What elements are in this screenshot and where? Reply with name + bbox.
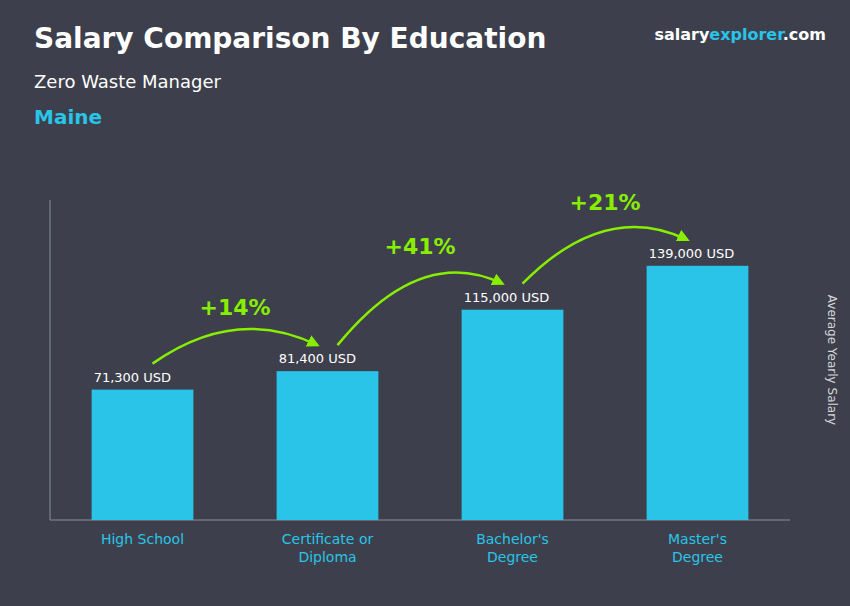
bar — [647, 266, 749, 520]
bar — [462, 310, 564, 520]
x-tick-label-line: Certificate or — [282, 531, 374, 547]
chart: Salary Comparison By Education Zero Waste… — [0, 0, 850, 606]
value-label: 71,300 USD — [94, 370, 171, 385]
value-label: 139,000 USD — [649, 246, 735, 261]
x-tick-label: High School — [101, 531, 184, 547]
x-tick-label: Master's Degree — [668, 531, 727, 565]
value-label: 81,400 USD — [279, 351, 356, 366]
bars — [92, 266, 749, 520]
bar — [277, 371, 379, 520]
x-tick-label-line: Bachelor's — [476, 531, 549, 547]
x-tick-label-line: Degree — [672, 549, 723, 565]
x-tick-label-line: Diploma — [298, 549, 356, 565]
source-part: explorer — [709, 25, 785, 44]
change-arrow — [523, 227, 688, 284]
source-part: .com — [783, 25, 826, 44]
x-tick-label-line: High School — [101, 531, 184, 547]
bar — [92, 390, 194, 520]
change-label: +41% — [384, 234, 455, 259]
title: Salary Comparison By Education — [34, 22, 546, 55]
y-axis-line — [50, 200, 51, 520]
subtitle: Zero Waste Manager — [34, 71, 222, 92]
location: Maine — [34, 105, 102, 129]
y-axis-label: Average Yearly Salary — [825, 295, 839, 425]
change-arrow — [153, 329, 318, 364]
value-label: 115,000 USD — [464, 290, 550, 305]
change-label: +21% — [569, 190, 640, 215]
background — [0, 0, 850, 606]
x-tick-label-line: Degree — [487, 549, 538, 565]
change-arrow — [338, 272, 503, 345]
change-label: +14% — [199, 295, 270, 320]
x-tick-label-line: Master's — [668, 531, 727, 547]
source: salaryexplorer.com — [654, 25, 826, 44]
x-tick-label: Certificate or Diploma — [282, 531, 374, 565]
x-tick-label: Bachelor's Degree — [476, 531, 549, 565]
source-part: salary — [654, 25, 709, 44]
